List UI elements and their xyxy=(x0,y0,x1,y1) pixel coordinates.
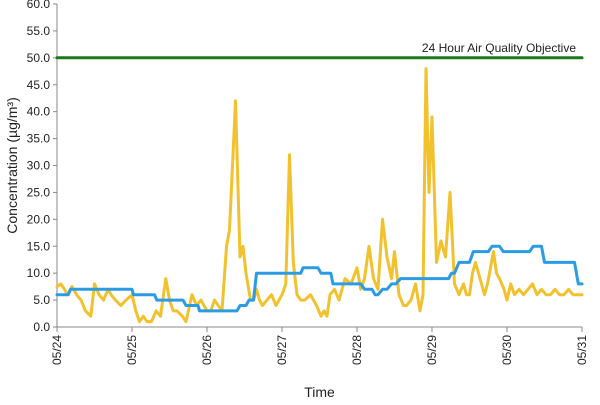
x-tick-label: 05/25 xyxy=(125,335,139,365)
x-tick-label: 05/28 xyxy=(350,335,364,365)
y-tick-label: 45.0 xyxy=(27,78,51,92)
objective-annotation: 24 Hour Air Quality Objective xyxy=(422,41,576,55)
y-tick-label: 35.0 xyxy=(27,132,51,146)
y-tick-label: 20.0 xyxy=(27,212,51,226)
y-tick-label: 10.0 xyxy=(27,266,51,280)
x-tick-label: 05/30 xyxy=(500,335,514,365)
y-tick-label: 5.0 xyxy=(33,293,50,307)
axes: 0.0 5.0 10.0 15.0 20.0 25.0 30.0 35.0 40.0 45.0 50… xyxy=(27,0,589,365)
y-axis-title: Concentration (µg/m³) xyxy=(4,97,20,233)
x-tick-label: 05/27 xyxy=(275,335,289,365)
x-tick-label: 05/31 xyxy=(575,335,589,365)
y-tick-label: 55.0 xyxy=(27,24,51,38)
series-line-0 xyxy=(55,67,584,324)
x-tick-label: 05/24 xyxy=(50,335,64,365)
y-tick-label: 40.0 xyxy=(27,105,51,119)
y-tick-label: 0.0 xyxy=(33,320,50,334)
x-tick-label: 05/29 xyxy=(425,335,439,365)
y-tick-label: 60.0 xyxy=(27,0,51,11)
series-layer xyxy=(55,56,584,324)
x-tick-label: 05/26 xyxy=(200,335,214,365)
y-tick-label: 25.0 xyxy=(27,185,51,199)
y-tick-label: 50.0 xyxy=(27,51,51,65)
y-tick-label: 30.0 xyxy=(27,159,51,173)
y-tick-label: 15.0 xyxy=(27,239,51,253)
series-line-1 xyxy=(55,244,584,313)
labels-layer: 24 Hour Air Quality Objective Time Concent… xyxy=(4,41,576,400)
x-axis-title: Time xyxy=(304,384,335,400)
